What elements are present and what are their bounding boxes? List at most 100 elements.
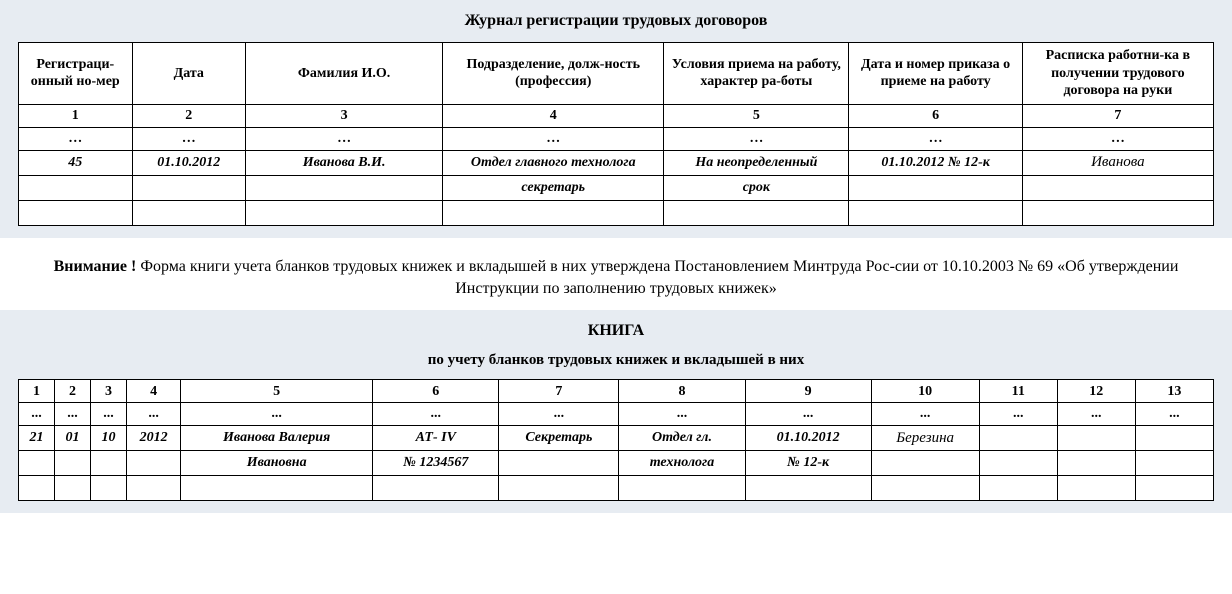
cell <box>979 476 1057 501</box>
cell: ... <box>745 403 871 426</box>
cell: 6 <box>373 380 499 403</box>
cell <box>91 451 127 476</box>
cell: ... <box>373 403 499 426</box>
cell: 12 <box>1057 380 1135 403</box>
journal-title: Журнал регистрации трудовых договоров <box>18 12 1214 30</box>
cell: … <box>246 127 443 150</box>
cell: № 1234567 <box>373 451 499 476</box>
cell: 4 <box>127 380 181 403</box>
cell: 5 <box>181 380 373 403</box>
cell: 2012 <box>127 426 181 451</box>
cell: Ивановна <box>181 451 373 476</box>
cell: 10 <box>91 426 127 451</box>
cell <box>849 175 1022 200</box>
notice-block: Внимание ! Форма книги учета бланков тру… <box>0 238 1232 311</box>
col-header: Подразделение, долж-ность (профессия) <box>443 43 664 105</box>
notice-text: Форма книги учета бланков трудовых книже… <box>136 258 1178 297</box>
book-table: 1 2 3 4 5 6 7 8 9 10 11 12 13 ... ... ..… <box>18 379 1214 501</box>
cell <box>979 451 1057 476</box>
cell: ... <box>499 403 619 426</box>
cell: срок <box>664 175 849 200</box>
cell <box>246 175 443 200</box>
col-header: Дата <box>132 43 246 105</box>
cell <box>1022 200 1213 225</box>
cell <box>1057 426 1135 451</box>
col-header: Регистраци-онный но-мер <box>19 43 133 105</box>
signature-text: Березина <box>896 430 954 446</box>
cell: 2 <box>132 104 246 127</box>
cell <box>19 451 55 476</box>
cell: … <box>664 127 849 150</box>
cell: 7 <box>499 380 619 403</box>
cell <box>19 175 133 200</box>
cell: ... <box>91 403 127 426</box>
cell: 45 <box>19 150 133 175</box>
signature-text: Иванова <box>1091 154 1145 170</box>
cell: 01.10.2012 <box>132 150 246 175</box>
cell: ... <box>871 403 979 426</box>
cell: 13 <box>1135 380 1213 403</box>
cell <box>871 476 979 501</box>
cell: 10 <box>871 380 979 403</box>
cell: ... <box>979 403 1057 426</box>
table-dots-row: … … … … … … … <box>19 127 1214 150</box>
cell: № 12-к <box>745 451 871 476</box>
cell <box>1057 451 1135 476</box>
cell <box>1057 476 1135 501</box>
col-header: Дата и номер приказа о приеме на работу <box>849 43 1022 105</box>
cell: 11 <box>979 380 1057 403</box>
cell <box>871 451 979 476</box>
cell: 8 <box>619 380 745 403</box>
cell: ... <box>181 403 373 426</box>
book-title-1: КНИГА <box>18 322 1214 340</box>
cell: секретарь <box>443 175 664 200</box>
cell: Отдел гл. <box>619 426 745 451</box>
cell <box>373 476 499 501</box>
cell <box>127 451 181 476</box>
table-row <box>19 476 1214 501</box>
cell <box>619 476 745 501</box>
col-header: Расписка работни-ка в получении трудовог… <box>1022 43 1213 105</box>
journal-table: Регистраци-онный но-мер Дата Фамилия И.О… <box>18 42 1214 226</box>
cell: … <box>849 127 1022 150</box>
table-row: 21 01 10 2012 Иванова Валерия АТ- IV Сек… <box>19 426 1214 451</box>
cell <box>1135 476 1213 501</box>
col-header: Фамилия И.О. <box>246 43 443 105</box>
book-section: КНИГА по учету бланков трудовых книжек и… <box>0 310 1232 513</box>
table-number-row: 1 2 3 4 5 6 7 8 9 10 11 12 13 <box>19 380 1214 403</box>
cell <box>664 200 849 225</box>
cell: ... <box>1135 403 1213 426</box>
journal-section: Журнал регистрации трудовых договоров Ре… <box>0 0 1232 238</box>
cell: 5 <box>664 104 849 127</box>
cell <box>19 476 55 501</box>
cell <box>745 476 871 501</box>
cell: 6 <box>849 104 1022 127</box>
cell: Иванова Валерия <box>181 426 373 451</box>
table-row: Ивановна № 1234567 технолога № 12-к <box>19 451 1214 476</box>
cell <box>443 200 664 225</box>
cell: … <box>19 127 133 150</box>
cell: Отдел главного технолога <box>443 150 664 175</box>
table-number-row: 1 2 3 4 5 6 7 <box>19 104 1214 127</box>
table-header-row: Регистраци-онный но-мер Дата Фамилия И.О… <box>19 43 1214 105</box>
cell <box>1135 451 1213 476</box>
table-dots-row: ... ... ... ... ... ... ... ... ... ... … <box>19 403 1214 426</box>
cell: 21 <box>19 426 55 451</box>
cell: На неопределенный <box>664 150 849 175</box>
cell <box>127 476 181 501</box>
cell: 1 <box>19 104 133 127</box>
cell: 9 <box>745 380 871 403</box>
cell: Иванова В.И. <box>246 150 443 175</box>
cell-signature: Березина <box>871 426 979 451</box>
cell: 01.10.2012 № 12-к <box>849 150 1022 175</box>
cell: 3 <box>246 104 443 127</box>
cell: АТ- IV <box>373 426 499 451</box>
cell <box>132 175 246 200</box>
cell <box>19 200 133 225</box>
cell <box>979 426 1057 451</box>
col-header: Условия приема на работу, характер ра-бо… <box>664 43 849 105</box>
cell: 1 <box>19 380 55 403</box>
notice-bold: Внимание ! <box>54 258 137 275</box>
cell: … <box>443 127 664 150</box>
cell <box>1022 175 1213 200</box>
